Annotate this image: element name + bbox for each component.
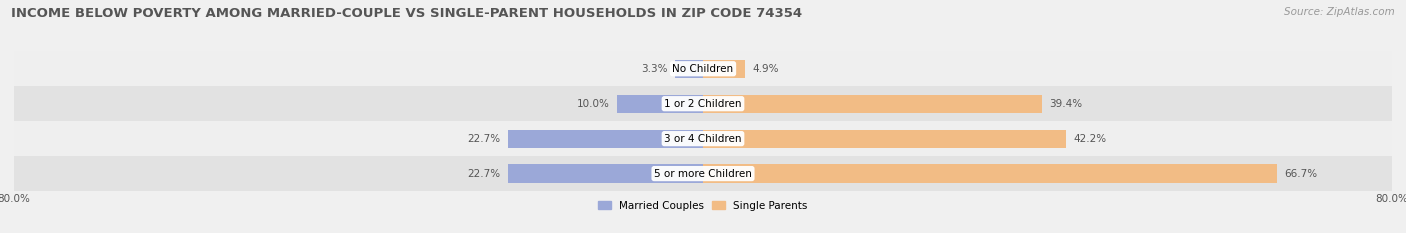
Bar xyxy=(14,156,1392,191)
Text: 3 or 4 Children: 3 or 4 Children xyxy=(664,134,742,144)
Text: No Children: No Children xyxy=(672,64,734,74)
Bar xyxy=(617,95,703,113)
Text: 10.0%: 10.0% xyxy=(576,99,610,109)
Text: 39.4%: 39.4% xyxy=(1049,99,1083,109)
Text: 66.7%: 66.7% xyxy=(1284,169,1317,178)
Text: 3.3%: 3.3% xyxy=(641,64,668,74)
Bar xyxy=(703,60,745,78)
Text: 4.9%: 4.9% xyxy=(752,64,779,74)
Text: Source: ZipAtlas.com: Source: ZipAtlas.com xyxy=(1284,7,1395,17)
Bar xyxy=(675,60,703,78)
Bar xyxy=(508,130,703,148)
Bar xyxy=(703,130,1066,148)
Legend: Married Couples, Single Parents: Married Couples, Single Parents xyxy=(599,201,807,211)
Bar xyxy=(14,121,1392,156)
Text: 1 or 2 Children: 1 or 2 Children xyxy=(664,99,742,109)
Text: 5 or more Children: 5 or more Children xyxy=(654,169,752,178)
Text: 42.2%: 42.2% xyxy=(1073,134,1107,144)
Bar xyxy=(703,95,1042,113)
Text: 22.7%: 22.7% xyxy=(468,169,501,178)
Text: INCOME BELOW POVERTY AMONG MARRIED-COUPLE VS SINGLE-PARENT HOUSEHOLDS IN ZIP COD: INCOME BELOW POVERTY AMONG MARRIED-COUPL… xyxy=(11,7,803,20)
Bar xyxy=(508,164,703,183)
Text: 22.7%: 22.7% xyxy=(468,134,501,144)
Bar xyxy=(703,164,1278,183)
Bar xyxy=(14,86,1392,121)
Bar xyxy=(14,51,1392,86)
